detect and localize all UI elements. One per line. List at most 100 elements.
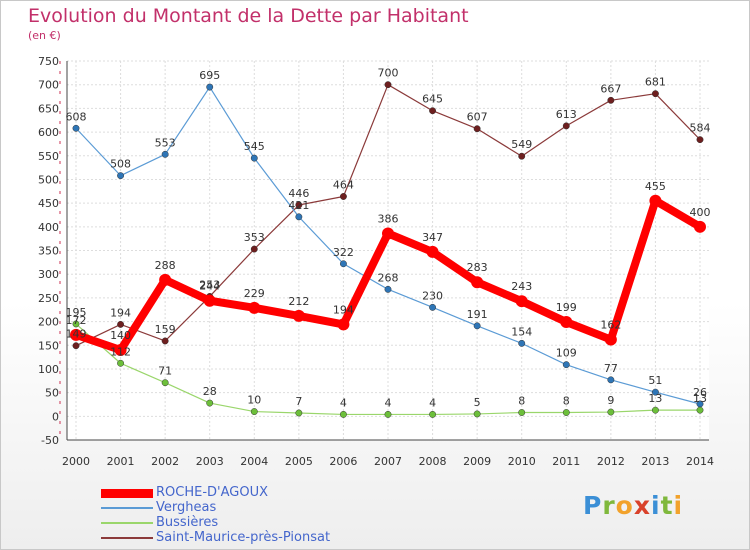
logo-letter: o [615,491,634,520]
data-point [161,150,169,158]
data-point [429,107,437,115]
y-tick-label: 500 [38,173,59,186]
data-label: 645 [422,93,443,106]
legend-label: Vergheas [156,500,217,515]
data-label: 613 [556,108,577,121]
data-label: 154 [511,325,532,338]
data-point [248,301,261,314]
data-point [651,90,659,98]
data-label: 4 [429,396,436,409]
data-label: 13 [693,392,707,405]
y-tick-label: 50 [45,387,59,400]
x-tick-label: 2000 [62,455,90,468]
data-label: 400 [690,206,711,219]
data-label: 608 [66,110,87,123]
legend-swatch [101,537,153,539]
data-label: 268 [378,271,399,284]
data-point [607,96,615,104]
data-point [696,406,704,414]
x-tick-label: 2008 [419,455,447,468]
data-point [70,328,82,341]
data-label: 71 [158,365,172,378]
data-point [473,322,481,330]
data-label: 386 [378,212,399,225]
y-tick-label: 250 [38,292,59,305]
x-tick-label: 2011 [552,455,580,468]
y-tick-label: 400 [38,221,59,234]
data-label: 244 [199,280,220,293]
data-label: 243 [511,280,532,293]
data-point [473,410,481,418]
y-tick-label: 350 [38,245,59,258]
data-label: 77 [604,362,618,375]
data-label: 172 [66,314,87,327]
legend-swatch [101,488,153,498]
data-point [203,294,216,307]
data-label: 7 [295,395,302,408]
data-point [649,194,662,207]
legend-label: ROCHE-D'AGOUX [156,485,268,500]
y-tick-label: 0 [52,410,59,423]
y-tick-label: 600 [38,126,59,139]
data-label: 199 [556,301,577,314]
data-label: 28 [203,385,217,398]
data-label: 347 [422,231,443,244]
logo-letter: r [602,491,616,520]
data-point [159,273,172,286]
legend-swatch [101,522,153,524]
y-tick-label: 200 [38,316,59,329]
data-label: 446 [288,187,309,200]
data-label: 549 [511,138,532,151]
data-label: 194 [333,303,354,316]
data-point [518,152,526,160]
data-label: 508 [110,158,131,171]
data-point [117,320,125,328]
data-point [339,260,347,268]
data-label: 4 [385,396,392,409]
data-label: 51 [648,374,662,387]
data-point [161,379,169,387]
data-point [206,399,214,407]
data-label: 322 [333,246,354,259]
data-point [72,342,80,350]
data-label: 700 [378,67,399,80]
data-label: 162 [600,319,621,332]
y-tick-label: 150 [38,339,59,352]
y-tick-label: 700 [38,79,59,92]
x-tick-label: 2007 [374,455,402,468]
data-label: 464 [333,178,354,191]
x-tick-label: 2004 [240,455,268,468]
data-label: 140 [110,329,131,342]
data-point [560,316,573,329]
x-tick-label: 2012 [597,455,625,468]
data-label: 230 [422,289,443,302]
data-point [114,343,127,356]
data-point [206,83,214,91]
data-point [426,245,439,258]
legend-swatch [101,507,153,509]
data-point [607,376,615,384]
x-tick-label: 2001 [107,455,135,468]
data-point [339,410,347,418]
data-label: 159 [155,323,176,336]
x-tick-label: 2005 [285,455,313,468]
data-label: 288 [155,259,176,272]
data-label: 212 [288,295,309,308]
data-label: 109 [556,347,577,360]
y-tick-label: 450 [38,197,59,210]
data-label: 26 [693,386,707,399]
data-point [295,409,303,417]
data-point [562,361,570,369]
data-label: 9 [607,394,614,407]
data-label: 191 [467,308,488,321]
data-point [562,122,570,130]
data-point [518,409,526,416]
data-label: 4 [340,396,347,409]
data-label: 681 [645,76,666,89]
data-point [382,227,394,240]
data-point [429,303,437,311]
x-tick-label: 2009 [463,455,491,468]
data-point [161,337,169,345]
data-point [696,136,704,144]
data-label: 253 [199,278,220,291]
